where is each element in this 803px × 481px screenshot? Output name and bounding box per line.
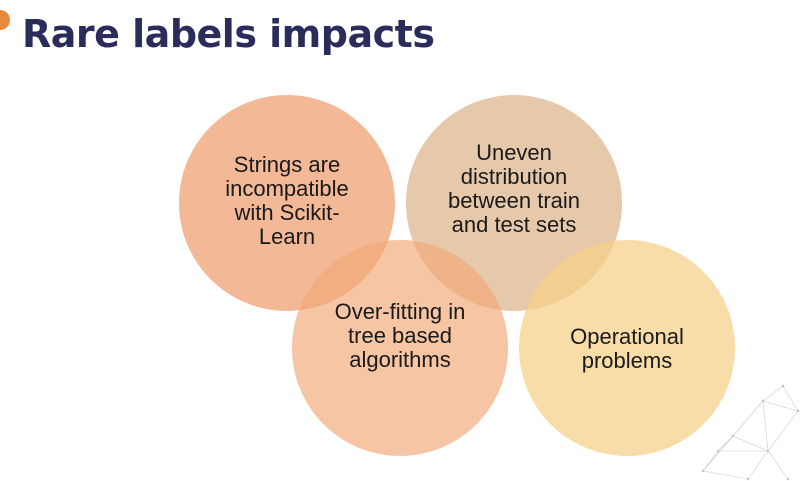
- label-operational-problems: Operational problems: [570, 324, 684, 373]
- circle-operational-problems: [519, 240, 735, 456]
- accent-mark: [0, 10, 10, 30]
- label-strings-incompatible: Strings are incompatible with Scikit-Lea…: [225, 152, 349, 249]
- circle-over-fitting: [292, 240, 508, 456]
- slide-title: Rare labels impacts: [22, 12, 435, 56]
- label-over-fitting: Over-fitting in tree based algorithms: [334, 299, 466, 372]
- label-uneven-distribution: Uneven distribution between train and te…: [447, 140, 581, 237]
- network-mesh-decoration: [701, 384, 800, 481]
